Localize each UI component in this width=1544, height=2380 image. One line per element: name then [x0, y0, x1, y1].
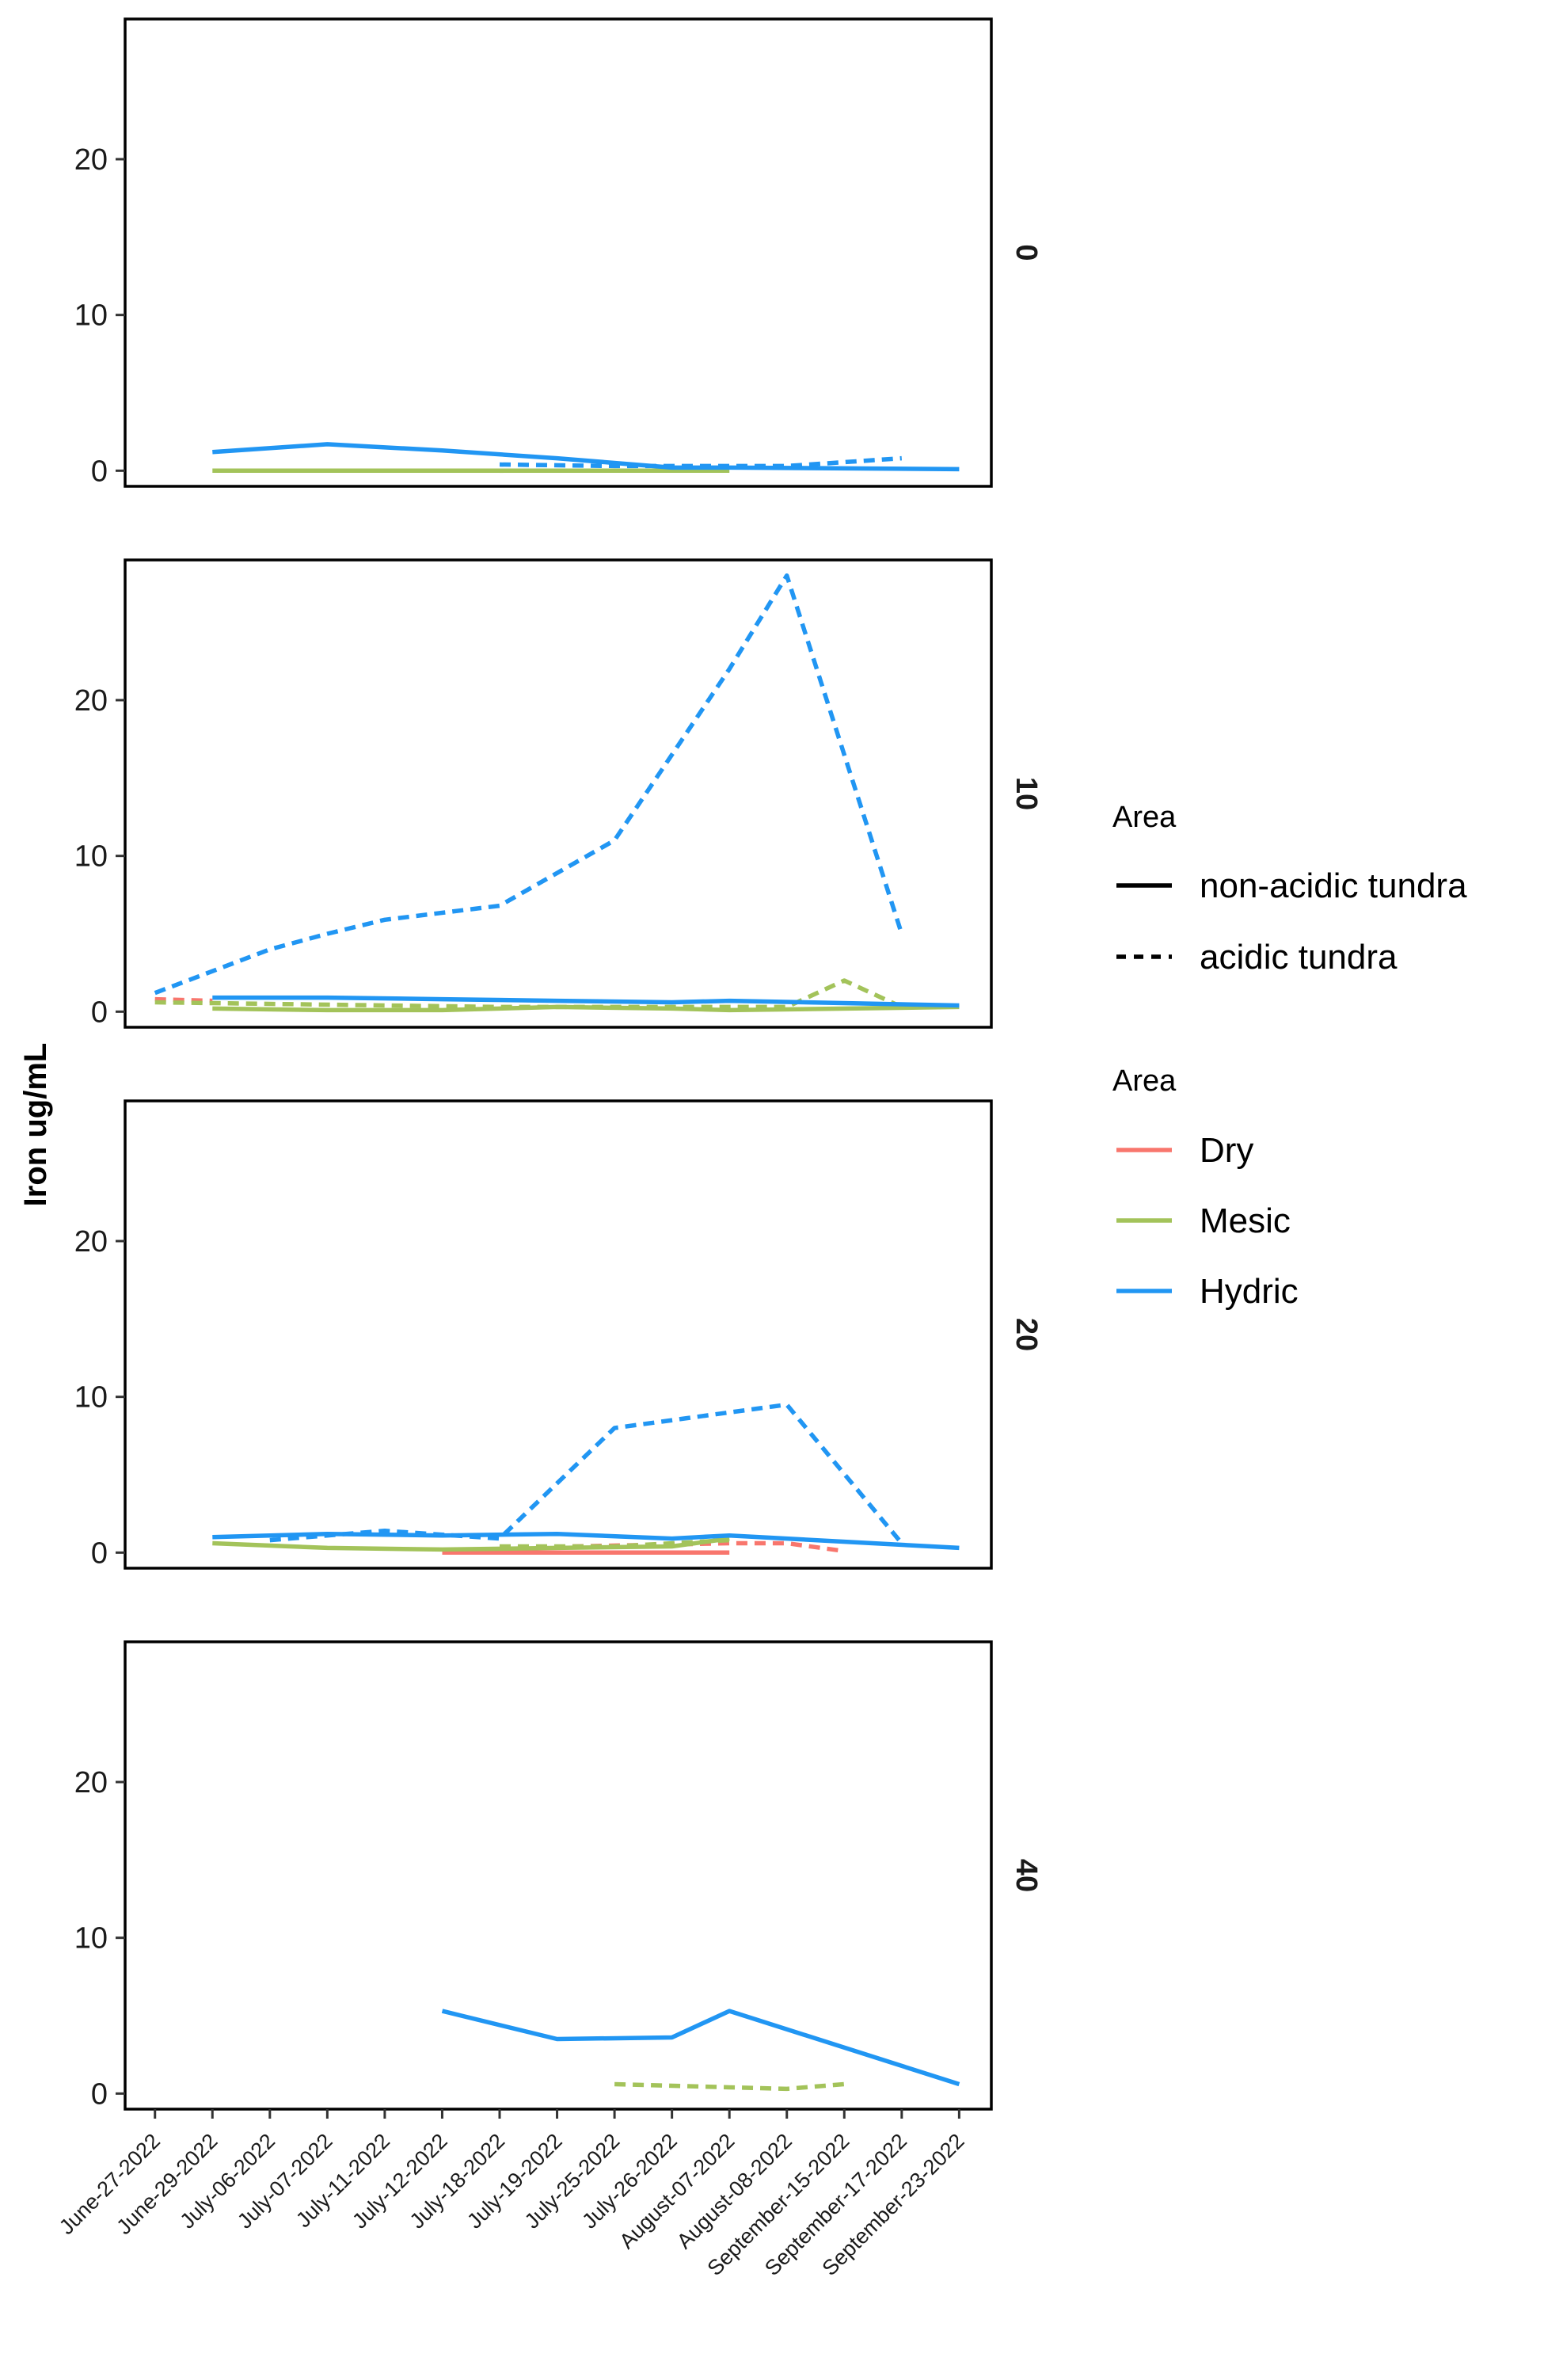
linetype-legend: Area non-acidic tundra acidic tundra	[1112, 801, 1467, 977]
color-legend: Area Dry Mesic Hydric	[1112, 1064, 1299, 1311]
panel-border	[124, 17, 993, 488]
series-line-hydric-non-acidic	[212, 995, 960, 1008]
y-axis-title: Iron ug/mL	[18, 1043, 53, 1207]
legend-label: Mesic	[1200, 1201, 1291, 1240]
legend-label: non-acidic tundra	[1200, 866, 1467, 905]
y-tick-label: 0	[91, 455, 108, 488]
series-line-mesic-acidic	[614, 2081, 845, 2092]
facet-strip-label: 20	[1010, 1318, 1043, 1351]
x-tick-label: June-27-2022	[55, 2129, 165, 2239]
series-line-mesic-non-acidic	[212, 1004, 960, 1013]
series-group	[212, 442, 960, 474]
series-line-mesic-non-acidic	[212, 1536, 730, 1552]
series-line-hydric-acidic	[154, 573, 904, 996]
series-line-hydric-acidic	[269, 1402, 903, 1545]
facet-panel-10: 0 10 20 10	[74, 558, 1043, 1029]
y-tick-label: 10	[74, 299, 108, 333]
y-tick-label: 20	[74, 143, 108, 177]
series-line-hydric-non-acidic	[212, 442, 960, 472]
facet-panel-20: 0 10 20 20	[74, 1099, 1043, 1570]
legends: Area non-acidic tundra acidic tundra Area Dr…	[1112, 801, 1467, 1311]
series-line-hydric-acidic	[499, 455, 902, 469]
series-line-mesic-acidic	[154, 978, 903, 1010]
legend-label: Dry	[1200, 1131, 1253, 1170]
series-group	[212, 1402, 960, 1556]
legend-label: Hydric	[1200, 1272, 1299, 1311]
panel-border	[124, 558, 993, 1029]
y-tick-label: 10	[74, 840, 108, 874]
facet-strip-label: 10	[1010, 777, 1043, 810]
series-group	[441, 2009, 960, 2092]
series-line-hydric-non-acidic	[441, 2009, 960, 2087]
y-tick-label: 10	[74, 1922, 108, 1955]
y-tick-label: 10	[74, 1381, 108, 1415]
facet-panel-40: 0 10 20 40	[74, 1640, 1043, 2111]
series-group	[154, 573, 960, 1013]
y-tick-label: 20	[74, 1766, 108, 1799]
legend-title: Area	[1112, 801, 1177, 834]
facet-panel-0: 0 10 20 0	[74, 17, 1043, 488]
y-tick-label: 20	[74, 1225, 108, 1259]
panel-border	[124, 1099, 993, 1570]
x-axis: June-27-2022June-29-2022July-06-2022July…	[55, 2109, 969, 2280]
facet-strip-label: 0	[1010, 244, 1043, 261]
facet-panels: 0 10 20 0 0 10 20 10 0 10 20 20 0 10 20 40	[74, 17, 1043, 2111]
y-tick-label: 0	[91, 996, 108, 1029]
series-line-dry-acidic	[154, 996, 213, 1003]
series-line-mesic-acidic	[500, 1537, 730, 1549]
x-tick-label: June-29-2022	[112, 2129, 222, 2239]
y-tick-label: 20	[74, 684, 108, 718]
y-tick-label: 0	[91, 1537, 108, 1570]
y-tick-label: 0	[91, 2077, 108, 2111]
legend-title: Area	[1112, 1064, 1177, 1098]
legend-label: acidic tundra	[1200, 938, 1398, 977]
facet-strip-label: 40	[1010, 1859, 1043, 1892]
